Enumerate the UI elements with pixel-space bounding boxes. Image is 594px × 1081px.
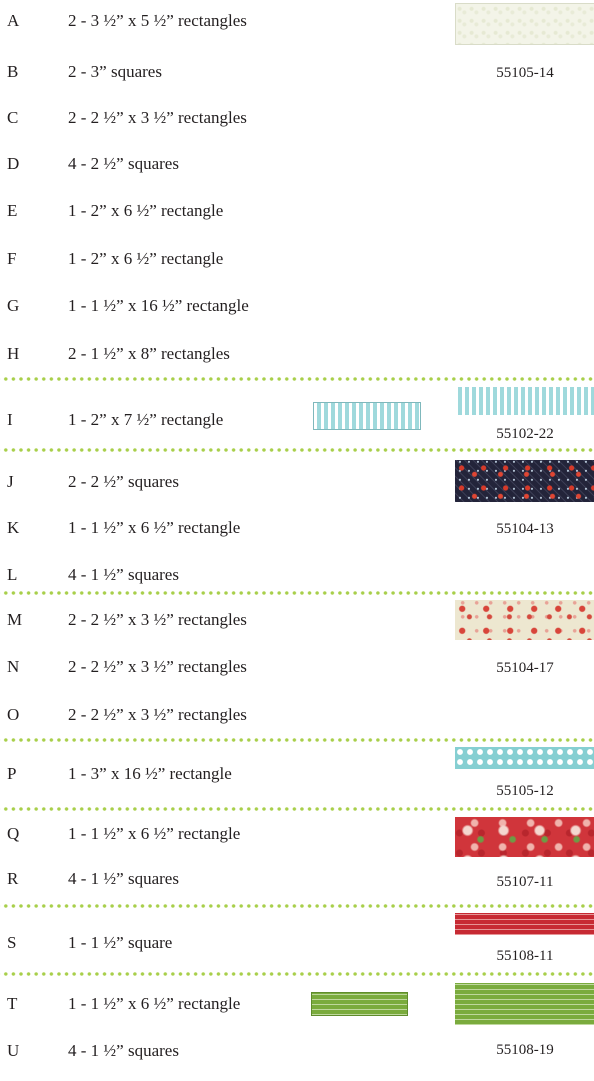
cutting-row-e: E 1 - 2” x 6 ½” rectangle (0, 201, 594, 241)
piece-letter: B (7, 62, 19, 81)
section-divider (0, 590, 594, 596)
piece-description: 1 - 1 ½” square (68, 933, 173, 952)
fabric-swatch-green-text (455, 983, 594, 1025)
cutting-row-q: Q 1 - 1 ½” x 6 ½” rectangle (0, 824, 594, 864)
piece-letter: A (7, 11, 20, 30)
fabric-swatch-green-text-small (311, 992, 408, 1016)
piece-description: 4 - 1 ½” squares (68, 869, 179, 888)
piece-description: 4 - 1 ½” squares (68, 1041, 179, 1060)
section-divider (0, 376, 594, 382)
cutting-row-i: I 1 - 2” x 7 ½” rectangle (0, 410, 594, 450)
fabric-code: 55108-11 (496, 948, 554, 964)
fabric-code: 55107-11 (496, 874, 554, 890)
piece-description: 1 - 3” x 16 ½” rectangle (68, 764, 232, 783)
piece-letter: M (7, 610, 23, 629)
cutting-row-b: B 2 - 3” squares (0, 62, 594, 102)
fabric-swatch-aqua-dot (455, 747, 594, 769)
piece-description: 2 - 3 ½” x 5 ½” rectangles (68, 11, 247, 30)
piece-letter: Q (7, 824, 20, 843)
fabric-code: 55108-19 (496, 1042, 554, 1058)
piece-description: 1 - 1 ½” x 16 ½” rectangle (68, 296, 249, 315)
fabric-swatch-aqua-stripe (455, 387, 594, 415)
cutting-row-n: N 2 - 2 ½” x 3 ½” rectangles (0, 657, 594, 697)
fabric-swatch-aqua-stripe-small (313, 402, 421, 430)
cutting-row-k: K 1 - 1 ½” x 6 ½” rectangle (0, 518, 594, 558)
section-divider (0, 971, 594, 977)
cutting-row-r: R 4 - 1 ½” squares (0, 869, 594, 909)
fabric-swatch-red-floral (455, 817, 594, 857)
fabric-swatch-navy-floral (455, 460, 594, 502)
piece-letter: S (7, 933, 17, 952)
fabric-swatch-cream-floral (455, 600, 594, 640)
piece-letter: T (7, 994, 18, 1013)
fabric-swatch-cream (455, 3, 594, 45)
piece-letter: J (7, 472, 14, 491)
piece-description: 1 - 1 ½” x 6 ½” rectangle (68, 518, 241, 537)
cutting-row-p: P 1 - 3” x 16 ½” rectangle (0, 764, 594, 804)
piece-description: 1 - 1 ½” x 6 ½” rectangle (68, 824, 241, 843)
piece-letter: K (7, 518, 20, 537)
cutting-row-g: G 1 - 1 ½” x 16 ½” rectangle (0, 296, 594, 336)
fabric-code: 55102-22 (496, 426, 554, 442)
cutting-row-j: J 2 - 2 ½” squares (0, 472, 594, 512)
fabric-code: 55105-12 (496, 783, 554, 799)
piece-description: 2 - 2 ½” squares (68, 472, 179, 491)
section-divider (0, 447, 594, 453)
cutting-row-h: H 2 - 1 ½” x 8” rectangles (0, 344, 594, 384)
cutting-row-f: F 1 - 2” x 6 ½” rectangle (0, 249, 594, 289)
section-divider (0, 806, 594, 812)
cutting-row-d: D 4 - 2 ½” squares (0, 154, 594, 194)
piece-letter: E (7, 201, 18, 220)
cutting-row-s: S 1 - 1 ½” square (0, 933, 594, 973)
piece-description: 2 - 2 ½” x 3 ½” rectangles (68, 705, 247, 724)
piece-description: 2 - 2 ½” x 3 ½” rectangles (68, 657, 247, 676)
piece-letter: L (7, 565, 18, 584)
piece-description: 4 - 1 ½” squares (68, 565, 179, 584)
piece-letter: R (7, 869, 19, 888)
piece-letter: P (7, 764, 17, 783)
piece-description: 1 - 1 ½” x 6 ½” rectangle (68, 994, 241, 1013)
piece-description: 1 - 2” x 7 ½” rectangle (68, 410, 224, 429)
piece-letter: C (7, 108, 19, 127)
piece-letter: H (7, 344, 20, 363)
piece-letter: F (7, 249, 17, 268)
piece-letter: G (7, 296, 20, 315)
piece-description: 2 - 1 ½” x 8” rectangles (68, 344, 230, 363)
fabric-swatch-red-text (455, 913, 594, 935)
piece-description: 1 - 2” x 6 ½” rectangle (68, 201, 224, 220)
piece-letter: N (7, 657, 20, 676)
piece-description: 4 - 2 ½” squares (68, 154, 179, 173)
piece-description: 2 - 2 ½” x 3 ½” rectangles (68, 108, 247, 127)
cutting-row-l: L 4 - 1 ½” squares (0, 565, 594, 605)
piece-description: 2 - 3” squares (68, 62, 162, 81)
cutting-row-t: T 1 - 1 ½” x 6 ½” rectangle (0, 994, 594, 1034)
cutting-row-u: U 4 - 1 ½” squares (0, 1041, 594, 1081)
cutting-row-a: A 2 - 3 ½” x 5 ½” rectangles (0, 11, 594, 51)
piece-description: 1 - 2” x 6 ½” rectangle (68, 249, 224, 268)
cutting-row-m: M 2 - 2 ½” x 3 ½” rectangles (0, 610, 594, 650)
piece-description: 2 - 2 ½” x 3 ½” rectangles (68, 610, 247, 629)
cutting-row-c: C 2 - 2 ½” x 3 ½” rectangles (0, 108, 594, 148)
section-divider (0, 903, 594, 909)
fabric-code: 55105-14 (496, 65, 554, 81)
fabric-code: 55104-13 (496, 521, 554, 537)
cutting-row-o: O 2 - 2 ½” x 3 ½” rectangles (0, 705, 594, 745)
piece-letter: D (7, 154, 20, 173)
piece-letter: U (7, 1041, 20, 1060)
section-divider (0, 737, 594, 743)
fabric-code: 55104-17 (496, 660, 554, 676)
piece-letter: O (7, 705, 20, 724)
piece-letter: I (7, 410, 13, 429)
